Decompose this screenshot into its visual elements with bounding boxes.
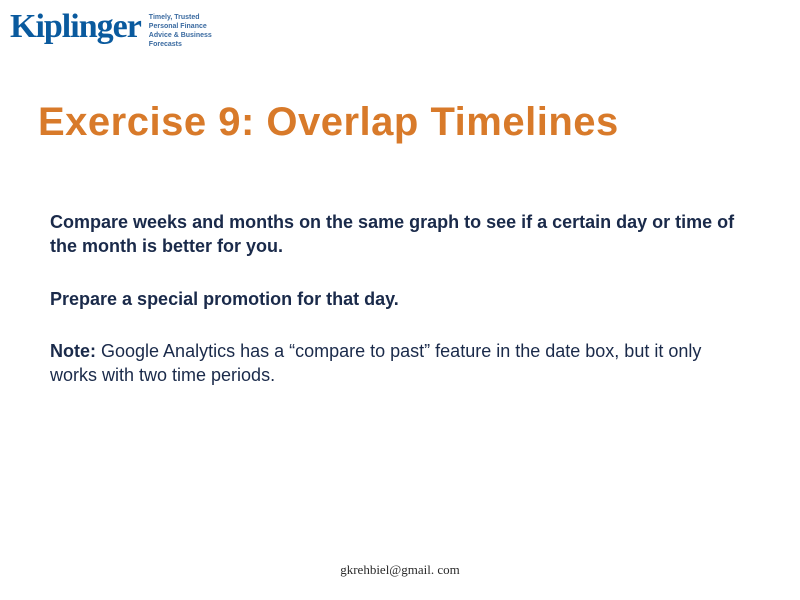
tagline-line: Personal Finance: [149, 22, 212, 31]
footer-email: gkrehbiel@gmail. com: [0, 562, 800, 578]
paragraph-2: Prepare a special promotion for that day…: [50, 287, 750, 311]
paragraph-1-text: Compare weeks and months on the same gra…: [50, 212, 734, 256]
paragraph-3-bold: Note:: [50, 341, 96, 361]
logo-area: Kiplinger Timely, Trusted Personal Finan…: [10, 10, 212, 49]
paragraph-2-text: Prepare a special promotion for that day…: [50, 289, 399, 309]
tagline-line: Timely, Trusted: [149, 13, 212, 22]
slide-title: Exercise 9: Overlap Timelines: [38, 100, 780, 145]
tagline-line: Forecasts: [149, 40, 212, 49]
brand-logo: Kiplinger: [10, 10, 141, 44]
tagline-line: Advice & Business: [149, 31, 212, 40]
slide-body: Compare weeks and months on the same gra…: [50, 210, 750, 415]
brand-tagline: Timely, Trusted Personal Finance Advice …: [149, 13, 212, 49]
paragraph-3: Note: Google Analytics has a “compare to…: [50, 339, 750, 388]
paragraph-3-rest: Google Analytics has a “compare to past”…: [50, 341, 701, 385]
paragraph-1: Compare weeks and months on the same gra…: [50, 210, 750, 259]
